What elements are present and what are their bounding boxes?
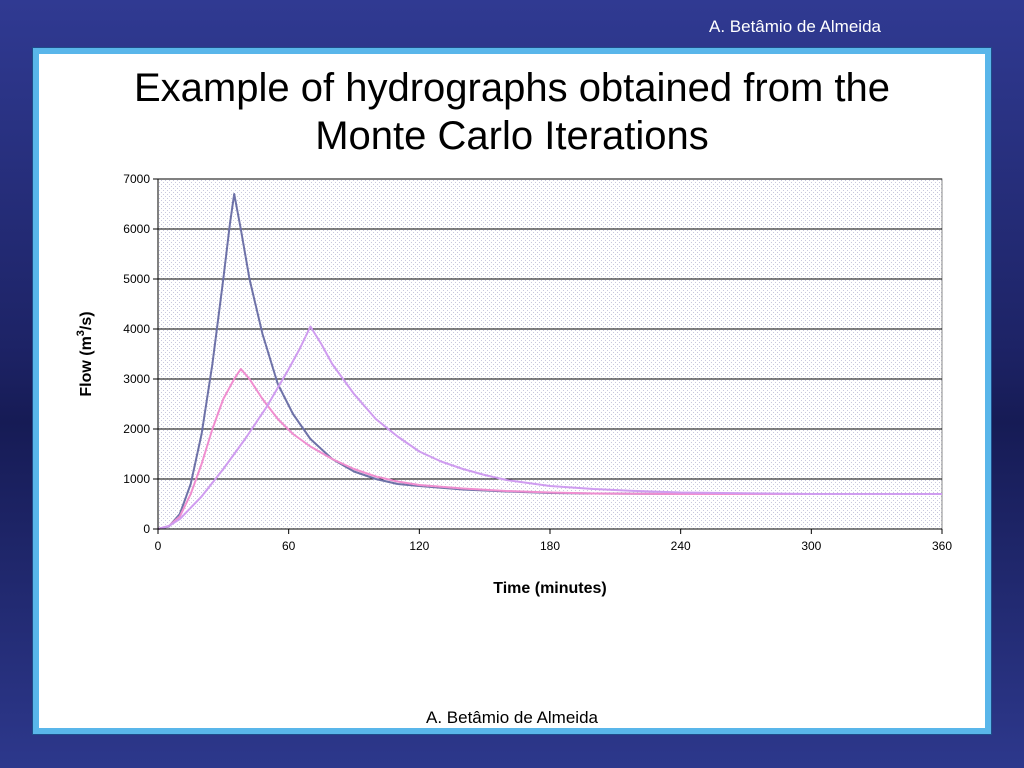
header-author: A. Betâmio de Almeida [709,17,881,36]
y-tick-label: 3000 [123,372,150,386]
y-tick-label: 1000 [123,472,150,486]
x-axis-title: Time (minutes) [493,580,607,597]
plot-area [157,178,943,530]
y-axis-title-sup: 3 [75,330,87,336]
y-tick-label: 4000 [123,322,150,336]
series-line-2 [157,368,942,530]
y-tick-label: 2000 [123,422,150,436]
y-tick-label: 7000 [123,172,150,186]
y-axis-title-suffix: /s) [78,311,95,330]
x-tick-label: 300 [801,539,821,553]
x-tick-label: 360 [932,539,952,553]
slide-title: Example of hydrographs obtained from the… [39,64,985,160]
slide-title-line-1: Example of hydrographs obtained from the [134,66,890,110]
y-axis-title: Flow (m3/s) [75,311,95,396]
y-tick-label: 6000 [123,222,150,236]
y-tick-label: 5000 [123,272,150,286]
y-tick-label: 0 [143,522,150,536]
x-tick-label: 120 [409,539,429,553]
x-tick-label: 240 [671,539,691,553]
series-line-3 [157,325,942,530]
gridlines [158,178,942,480]
series-layer [157,193,942,530]
hydrograph-chart: 0 1000 2000 3000 4000 5000 6000 7000 0 60 120 180 24… [75,172,952,597]
slide-content: Example of hydrographs obtained from the… [39,54,985,728]
slide-frame: Example of hydrographs obtained from the… [32,47,992,735]
x-tick-label: 180 [540,539,560,553]
axes-layer [153,178,943,534]
x-tick-label: 60 [282,539,296,553]
tick-labels: 0 1000 2000 3000 4000 5000 6000 7000 0 60 120 180 24… [123,172,952,553]
slide-title-line-2: Monte Carlo Iterations [315,114,709,158]
footer-author: A. Betâmio de Almeida [426,708,598,727]
y-axis-title-prefix: Flow (m [78,336,95,396]
x-tick-label: 0 [155,539,162,553]
